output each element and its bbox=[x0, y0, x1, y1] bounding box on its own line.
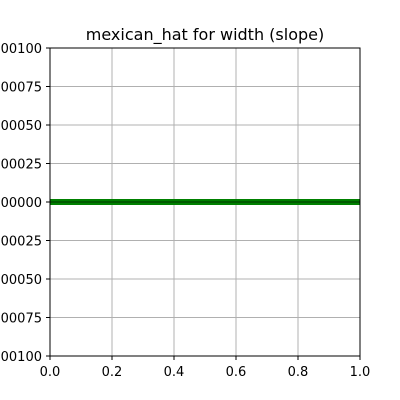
x-axis: 0.0 0.2 0.4 0.6 0.8 1.0 bbox=[40, 356, 371, 380]
x-tick-label: 0.4 bbox=[164, 365, 185, 380]
y-tick-label: 0.00000 bbox=[0, 196, 42, 211]
y-tick-label: -0.00075 bbox=[0, 312, 42, 327]
y-axis: 0.00100 0.00075 0.00050 0.00025 0.00000 -0.00… bbox=[0, 42, 50, 365]
x-tick-label: 1.0 bbox=[350, 365, 371, 380]
y-tick-label: 0.00025 bbox=[0, 158, 42, 173]
x-tick-label: 0.6 bbox=[226, 365, 247, 380]
y-tick-label: 0.00050 bbox=[0, 119, 42, 134]
y-tick-label: -0.00050 bbox=[0, 273, 42, 288]
chart-title: mexican_hat for width (slope) bbox=[86, 25, 324, 45]
y-tick-label: -0.00100 bbox=[0, 350, 42, 365]
y-tick-label: -0.00025 bbox=[0, 235, 42, 250]
x-tick-label: 0.2 bbox=[102, 365, 123, 380]
x-tick-label: 0.8 bbox=[288, 365, 309, 380]
x-tick-label: 0.0 bbox=[40, 365, 61, 380]
y-tick-label: 0.00100 bbox=[0, 42, 42, 57]
y-tick-label: 0.00075 bbox=[0, 81, 42, 96]
